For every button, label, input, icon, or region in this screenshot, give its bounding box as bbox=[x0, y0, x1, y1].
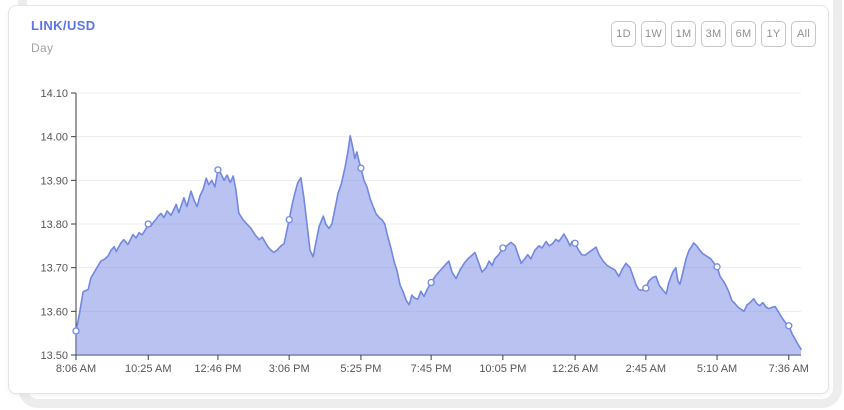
range-button-group: 1D 1W 1M 3M 6M 1Y All bbox=[611, 21, 816, 47]
range-button-1y[interactable]: 1Y bbox=[761, 21, 786, 47]
svg-text:13.80: 13.80 bbox=[40, 219, 68, 231]
svg-text:10:25 AM: 10:25 AM bbox=[125, 363, 171, 375]
svg-text:13.90: 13.90 bbox=[40, 175, 68, 187]
svg-text:7:45 PM: 7:45 PM bbox=[411, 363, 452, 375]
svg-text:5:25 PM: 5:25 PM bbox=[340, 363, 381, 375]
chart-point-markers bbox=[72, 164, 793, 335]
pair-title: LINK/USD bbox=[31, 18, 96, 33]
svg-text:5:10 AM: 5:10 AM bbox=[697, 363, 737, 375]
svg-text:7:36 AM: 7:36 AM bbox=[769, 363, 809, 375]
svg-text:13.70: 13.70 bbox=[40, 263, 68, 275]
range-button-3m[interactable]: 3M bbox=[701, 21, 726, 47]
timeframe-subtitle: Day bbox=[31, 41, 54, 55]
chart-card: LINK/USD Day 1D 1W 1M 3M 6M 1Y All 13.50 13.60 1… bbox=[8, 5, 829, 394]
x-axis-labels: 8:06 AM 10:25 AM 12:46 PM 3:06 PM 5:25 PM 7:4… bbox=[56, 363, 809, 375]
range-button-1w[interactable]: 1W bbox=[641, 21, 666, 47]
svg-text:10:05 PM: 10:05 PM bbox=[479, 363, 526, 375]
svg-text:13.60: 13.60 bbox=[40, 306, 68, 318]
chart-area-series bbox=[75, 135, 802, 355]
range-button-6m[interactable]: 6M bbox=[731, 21, 756, 47]
svg-text:8:06 AM: 8:06 AM bbox=[56, 363, 96, 375]
svg-text:12:46 PM: 12:46 PM bbox=[194, 363, 241, 375]
svg-text:14.10: 14.10 bbox=[40, 88, 68, 100]
range-button-1m[interactable]: 1M bbox=[671, 21, 696, 47]
svg-text:13.50: 13.50 bbox=[40, 350, 68, 362]
range-button-all[interactable]: All bbox=[791, 21, 816, 47]
y-axis-labels: 13.50 13.60 13.70 13.80 13.90 14.00 14.10 bbox=[40, 88, 68, 362]
svg-text:3:06 PM: 3:06 PM bbox=[269, 363, 310, 375]
svg-text:12:26 AM: 12:26 AM bbox=[552, 363, 598, 375]
svg-text:2:45 AM: 2:45 AM bbox=[626, 363, 666, 375]
range-button-1d[interactable]: 1D bbox=[611, 21, 636, 47]
svg-text:14.00: 14.00 bbox=[40, 132, 68, 144]
price-chart[interactable]: 13.50 13.60 13.70 13.80 13.90 14.00 14.10 8:06… bbox=[9, 6, 828, 393]
